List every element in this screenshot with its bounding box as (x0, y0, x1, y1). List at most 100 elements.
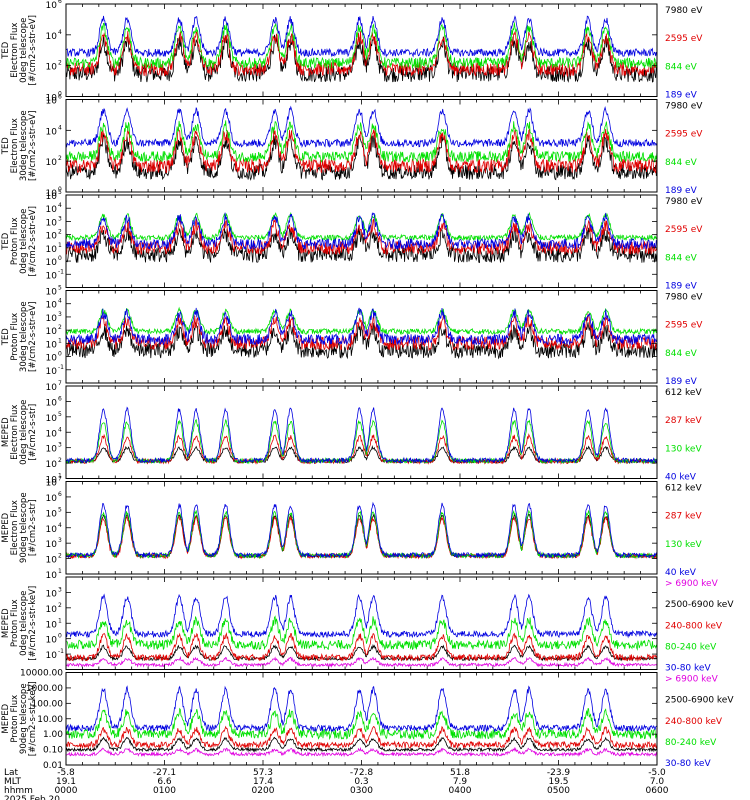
legend-label: 844 eV (665, 349, 698, 359)
y-axis-label: TEDProton Flux0deg telescope[#/cm2-s-str… (1, 206, 38, 276)
y-tick-label: 1.00 (43, 730, 63, 740)
time-axis-tick-label: 7.0 (650, 777, 665, 787)
legend-label: 240-800 keV (665, 717, 723, 727)
series-line-1 (65, 133, 658, 181)
series-line-4 (65, 615, 658, 651)
y-tick-exponent: 6 (58, 491, 62, 498)
y-tick-label: 10 (46, 340, 58, 350)
y-tick-label: 10 (46, 540, 58, 550)
y-axis-label-line: TED (1, 41, 11, 60)
legend-label: 30-80 keV (665, 759, 711, 769)
y-tick-exponent: 4 (58, 426, 62, 433)
y-tick-label: 10 (46, 525, 58, 535)
y-tick-exponent: 0 (58, 633, 62, 640)
time-axis-tick-label: 6.6 (157, 777, 172, 787)
time-axis-tick-label: 7.9 (453, 777, 468, 787)
series-line-4 (65, 105, 658, 148)
legend-label: 30-80 keV (665, 664, 711, 674)
y-tick-exponent: 4 (58, 202, 62, 209)
y-tick-exponent: 4 (58, 124, 62, 131)
y-tick-label: 10 (46, 314, 58, 324)
time-axis-tick-label: -27.1 (153, 768, 176, 778)
y-tick-exponent: 1 (58, 337, 62, 344)
time-axis-tick-label: 0100 (153, 786, 176, 796)
legend-label: 2595 eV (665, 225, 703, 235)
y-tick-exponent: -1 (58, 648, 64, 655)
time-axis-tick-label: -5.0 (648, 768, 666, 778)
y-tick-label: 10 (46, 620, 58, 630)
y-tick-exponent: 0 (58, 351, 62, 358)
y-tick-exponent: 1 (58, 473, 62, 480)
panel-8: 10000.00 1000.00 100.00 10.00 1.00 0.10 0.01 ME… (1, 669, 734, 772)
y-tick-label: 10 (46, 245, 58, 255)
y-tick-label: 10 (46, 127, 58, 137)
y-tick-label: 10 (46, 192, 58, 202)
series-line-2 (65, 515, 658, 560)
series-line-2 (65, 736, 658, 753)
series-line-3 (65, 418, 658, 465)
panel-frame (65, 3, 658, 97)
series-line-4 (65, 501, 658, 559)
y-axis-label-line: Electron Flux (10, 500, 20, 555)
series-line-3 (65, 632, 658, 662)
y-tick-label: 10 (46, 414, 58, 424)
y-tick-exponent: 2 (58, 324, 62, 331)
y-axis-label: TEDProton Flux30deg telescope[#/cm2-s-st… (1, 301, 38, 372)
y-axis-label: MEPEDElectron Flux90deg telescope[#/cm2-… (1, 492, 38, 563)
y-tick-exponent: 2 (58, 457, 62, 464)
legend-label: 7980 eV (665, 293, 703, 303)
series-line-4 (65, 15, 658, 58)
time-axis-tick-label: 51.8 (450, 768, 470, 778)
legend-label: 189 eV (665, 91, 698, 101)
y-tick-label: 10 (46, 445, 58, 455)
y-tick-exponent: 1 (58, 242, 62, 249)
y-axis-label-line: Proton Flux (10, 599, 20, 647)
series-line-4 (65, 707, 658, 741)
y-axis-label-line: 0deg telescope (19, 591, 29, 656)
y-axis-label-line: 0deg telescope (19, 400, 29, 465)
series-line-3 (65, 725, 658, 750)
y-axis-label-line: 30deg telescope (19, 301, 29, 372)
legend-label: 80-240 keV (665, 642, 717, 652)
series-line-4 (65, 406, 657, 465)
series-line-1 (65, 513, 658, 559)
y-axis-label-line: [#/cm2-s-str-keV] (28, 586, 38, 661)
legend-label: 189 eV (665, 282, 698, 292)
legend-label: 40 keV (665, 568, 697, 578)
panel-frame (65, 385, 658, 479)
y-axis-label-line: Electron Flux (10, 405, 20, 460)
legend-label: 40 keV (665, 473, 697, 483)
y-axis-label-line: [#/cm2-s-str-eV] (28, 111, 38, 181)
y-tick-label: 0.10 (43, 746, 63, 756)
y-tick-label: 10 (46, 476, 58, 486)
legend-label: 612 keV (665, 484, 702, 494)
y-axis-label-line: Proton Flux (10, 217, 20, 265)
y-tick-label: 10 (46, 494, 58, 504)
y-tick-label: 10 (46, 589, 58, 599)
legend-label: 130 keV (665, 540, 702, 550)
y-tick-exponent: 1 (58, 568, 62, 575)
y-tick-exponent: -1 (58, 364, 64, 371)
y-tick-exponent: 0 (58, 255, 62, 262)
y-tick-label: 10 (46, 301, 58, 311)
legend-label: 130 keV (665, 444, 702, 454)
legend-label: 7980 eV (665, 102, 703, 112)
time-axis-tick-label: 57.3 (253, 768, 273, 778)
y-tick-label: 10 (46, 158, 58, 168)
y-tick-exponent: 3 (58, 442, 62, 449)
time-axis-row-label: MLT (4, 777, 22, 787)
y-tick-label: 10 (46, 63, 58, 73)
legend-label: 612 keV (665, 388, 702, 398)
y-tick-exponent: 5 (58, 189, 62, 196)
y-tick-label: 10 (46, 367, 58, 377)
legend-label: 287 keV (665, 512, 702, 522)
legend-label: 2595 eV (665, 34, 703, 44)
y-tick-exponent: 2 (58, 553, 62, 560)
legend-label: 2595 eV (665, 321, 703, 331)
time-axis-tick-label: 0.3 (354, 777, 368, 787)
y-tick-exponent: 1 (58, 617, 62, 624)
time-axis-tick-label: 0600 (646, 786, 669, 796)
